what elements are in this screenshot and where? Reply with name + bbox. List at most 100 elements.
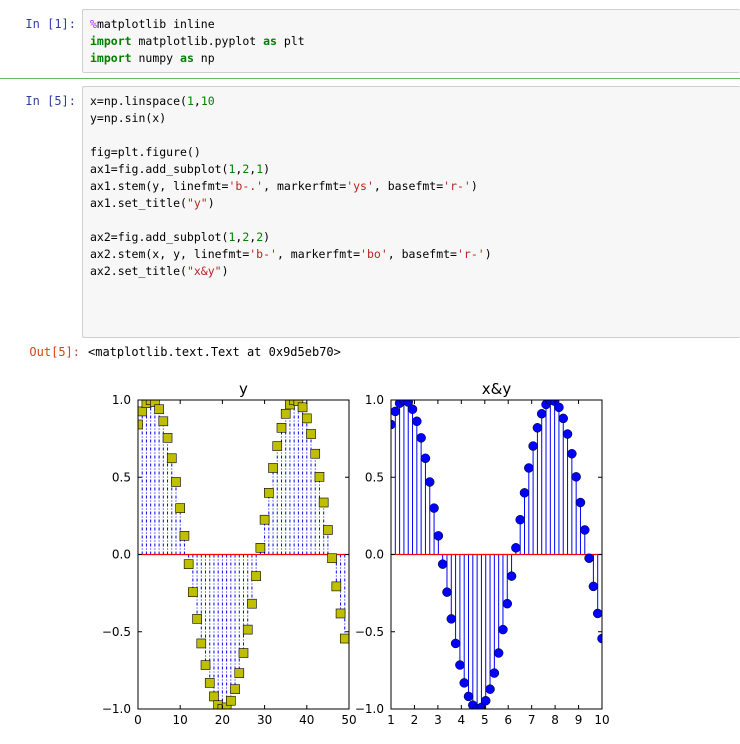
data-point <box>204 678 215 688</box>
chart-title: y <box>239 380 248 398</box>
code-cell-1[interactable]: In [1]: %matplotlib inline import matplot… <box>0 9 740 73</box>
output-text: <matplotlib.text.Text at 0x9d5eb70> <box>88 345 341 359</box>
code-token: as <box>263 34 277 48</box>
x-tick-label: 5 <box>481 713 489 727</box>
data-point <box>259 514 270 525</box>
code-line: y=np.sin(x) <box>90 110 166 127</box>
code-line: ax1.stem(y, linefmt='b-.', markerfmt='ys… <box>90 178 478 195</box>
code-token: , <box>235 230 243 244</box>
data-point <box>455 660 465 670</box>
code-line: ax2.set_title("x&y") <box>90 263 229 280</box>
code-token: , <box>193 94 201 108</box>
input-prompt: In [1]: <box>25 17 76 31</box>
data-point <box>511 543 521 553</box>
code-input[interactable]: %matplotlib inline import matplotlib.pypl… <box>82 9 740 73</box>
code-token: import <box>90 34 132 48</box>
y-tick-label: −0.5 <box>355 625 384 639</box>
code-token: 1 <box>256 162 264 176</box>
data-point <box>255 543 266 553</box>
data-point <box>314 472 325 482</box>
code-token: 1 <box>228 162 236 176</box>
code-cell-5[interactable]: In [5]: x=np.linspace(1,10 y=np.sin(x) fig… <box>0 86 740 338</box>
data-point <box>226 695 236 706</box>
code-token: 10 <box>200 94 215 108</box>
data-point <box>339 633 349 644</box>
data-point <box>524 463 534 473</box>
data-point <box>179 531 190 541</box>
code-token: 'b-' <box>249 247 277 261</box>
x-tick-label: 30 <box>257 713 272 727</box>
data-point <box>331 581 342 592</box>
data-point <box>580 525 590 535</box>
data-point <box>502 598 513 609</box>
code-token: , <box>249 162 257 176</box>
data-point <box>519 488 530 498</box>
data-point <box>536 409 547 419</box>
code-token: ) <box>263 162 271 176</box>
plot-area <box>391 400 602 709</box>
data-point <box>171 477 181 487</box>
y-tick-label: 0.0 <box>112 548 131 562</box>
x-tick-label: 0 <box>134 713 142 727</box>
input-prompt: In [5]: <box>25 94 76 108</box>
y-tick-label: −0.5 <box>102 625 131 639</box>
cell-separator <box>0 78 740 79</box>
y-tick-label: 0.0 <box>365 548 384 562</box>
data-point <box>532 423 543 433</box>
data-point <box>571 472 581 482</box>
code-token: "y" <box>186 196 208 210</box>
data-point <box>162 433 173 443</box>
data-point <box>318 497 329 508</box>
data-point <box>584 553 594 563</box>
data-point <box>562 429 573 439</box>
code-token: fig=plt.figure() <box>90 145 201 159</box>
x-tick-label: 50 <box>341 713 356 727</box>
code-token: "x&y" <box>186 264 222 278</box>
y-tick-label: 1.0 <box>365 393 384 407</box>
code-token: ax1.stem(y, linefmt= <box>90 179 229 193</box>
code-input[interactable]: x=np.linspace(1,10 y=np.sin(x) fig=plt.fig… <box>82 86 740 338</box>
data-point <box>437 559 448 569</box>
data-point <box>335 608 346 619</box>
code-token: import <box>90 51 132 65</box>
data-point <box>485 684 495 694</box>
data-point <box>588 581 599 592</box>
code-token: 1 <box>186 94 194 108</box>
code-line: import numpy as np <box>90 50 215 67</box>
data-point <box>327 553 337 564</box>
code-token: 'r-' <box>443 179 471 193</box>
code-token: x=np.linspace( <box>90 94 187 108</box>
data-point <box>280 408 291 419</box>
code-line: ax1.set_title("y") <box>90 195 215 212</box>
data-point <box>498 624 508 635</box>
subplot-x-and-y: 1 2 3 4 5 6 7 8 9 10 −1.0 −0.5 0.0 0.5 1.0 x&y <box>355 380 610 727</box>
data-point <box>188 587 198 597</box>
data-point <box>251 571 261 581</box>
y-tick-label: −1.0 <box>355 702 384 716</box>
x-tick-label: 3 <box>434 713 442 727</box>
x-tick-label: 4 <box>458 713 466 727</box>
data-point <box>567 448 577 459</box>
data-point <box>238 648 249 658</box>
y-tick-label: −1.0 <box>102 702 131 716</box>
code-token: % <box>90 17 97 31</box>
x-tick-label: 10 <box>173 713 188 727</box>
data-point <box>230 684 240 694</box>
code-line: %matplotlib inline <box>90 16 215 33</box>
plot-area <box>138 400 349 709</box>
code-token: matplotlib.pyplot <box>131 34 264 48</box>
data-point <box>429 503 439 513</box>
code-token: matplotlib inline <box>96 17 215 31</box>
data-point <box>407 404 418 414</box>
code-token: , <box>249 230 257 244</box>
code-line: ax2.stem(x, y, linefmt='b-', markerfmt='… <box>90 246 492 263</box>
data-point <box>391 419 396 430</box>
code-token: ax2.stem(x, y, linefmt= <box>90 247 250 261</box>
x-tick-label: 40 <box>299 713 314 727</box>
x-tick-label: 10 <box>594 713 609 727</box>
data-point <box>425 477 435 487</box>
code-token: 2 <box>242 230 250 244</box>
x-tick-label: 1 <box>387 713 395 727</box>
data-point <box>515 514 525 525</box>
